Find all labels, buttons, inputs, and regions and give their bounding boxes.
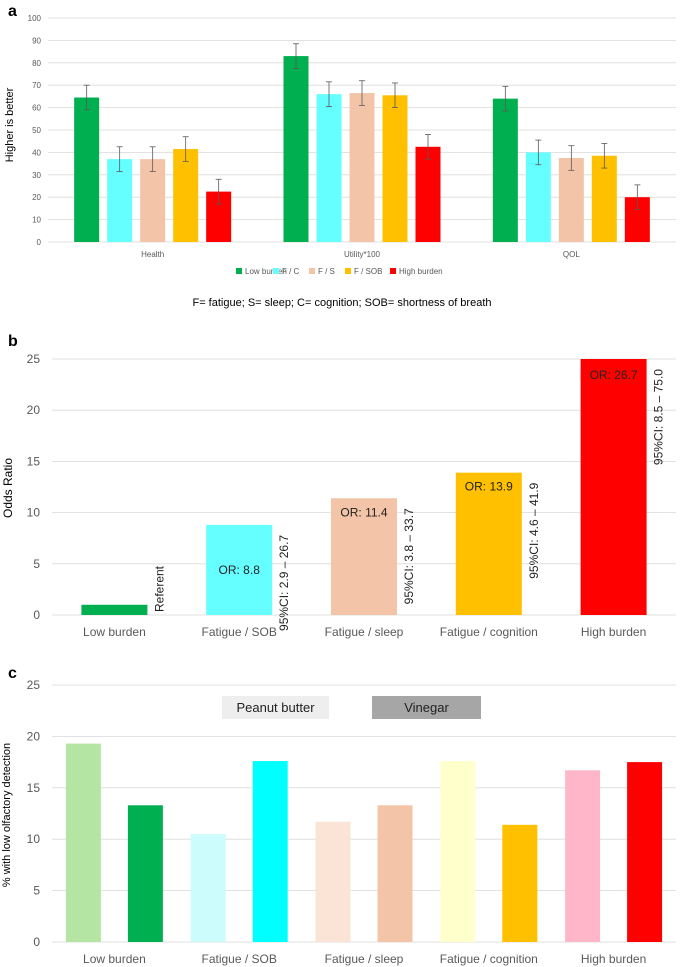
category-label-b: Fatigue / SOB [202,625,277,639]
legend-label-a: F / SOB [354,267,382,276]
bar-a [107,159,133,242]
bar-a [283,56,309,242]
category-label-c: High burden [581,952,646,966]
category-label-c: Fatigue / sleep [325,952,404,966]
bar-a [492,98,518,242]
ytick-label-a: 70 [32,81,41,90]
bar-c [127,805,163,942]
ytick-label-b: 15 [27,454,41,468]
category-label-c: Fatigue / cognition [440,952,538,966]
legend-label-a: High burden [399,267,443,276]
bar-label-b: OR: 26.7 [590,368,638,382]
category-label-c: Low burden [83,952,146,966]
legend-label-c: Vinegar [404,700,449,715]
ylabel-b: Odds Ratio [1,458,15,518]
ytick-label-b: 10 [27,506,41,520]
ytick-label-c: 15 [27,781,41,795]
ytick-label-c: 0 [33,935,40,949]
ci-label-b: 95%CI: 3.8 – 33.7 [402,508,416,604]
bar-a [558,158,584,242]
category-label-b: Fatigue / sleep [325,625,404,639]
category-label-a: Health [141,250,164,259]
ytick-label-a: 20 [32,193,41,202]
panel-b: 0 5 10 15 20 25 Referent Low burden OR: 8.8 95%CI… [27,352,676,639]
ci-label-b: 95%CI: 8.5 – 75.0 [652,369,666,465]
bar-a [591,155,617,242]
legend-label-a: F / C [282,267,300,276]
bar-a [415,146,441,242]
ylabel-a: Higher is better [4,87,16,162]
ci-label-b: 95%CI: 4.6 – 41.9 [527,482,541,578]
ci-label-b: Referent [152,565,166,612]
ytick-label-b: 20 [27,403,41,417]
legend-box-c [372,696,481,719]
legend-label-a: Low burden [245,267,287,276]
panel-c: 0 5 10 15 20 25 Low burden Fatigue / SOB Fatigue… [27,678,676,966]
ytick-label-b: 0 [33,608,40,622]
bar-c [440,761,476,942]
bar-label-b: OR: 11.4 [340,505,387,519]
ytick-label-a: 30 [32,171,41,180]
bar-b [331,498,397,615]
ytick-label-a: 40 [32,148,41,157]
category-label-b: Fatigue / cognition [440,625,538,639]
bar-a [74,97,100,243]
bar-b [455,472,522,615]
ytick-label-a: 100 [28,14,42,23]
bar-c [627,762,663,942]
ytick-label-c: 10 [27,832,41,846]
category-label-c: Fatigue / SOB [202,952,277,966]
legend-box-c [222,696,329,719]
bar-c [65,743,101,942]
legend-swatch-a [273,268,279,274]
bar-c [565,770,601,942]
ytick-label-a: 80 [32,59,41,68]
bar-b [81,604,148,615]
legend-label-a: F / S [318,267,335,276]
bar-label-b: OR: 8.8 [219,563,261,577]
category-label-b: Low burden [83,625,146,639]
ytick-label-c: 5 [33,884,40,898]
footnote: F= fatigue; S= sleep; C= cognition; SOB=… [192,297,491,309]
ytick-label-b: 5 [33,557,40,571]
legend-swatch-a [236,268,242,274]
panel-letter-b: b [8,333,18,350]
ytick-label-c: 20 [27,729,41,743]
panel-letter-c: c [8,665,17,682]
legend-label-c: Peanut butter [236,700,315,715]
bar-c [502,824,538,942]
category-label-b: High burden [581,625,646,639]
panel-a: 0 10 20 30 40 50 60 70 80 90 100 Health Utility*100 Q… [28,14,676,276]
legend-swatch-a [309,268,315,274]
bar-a [382,95,408,242]
legend-swatch-a [390,268,396,274]
ytick-label-a: 10 [32,216,41,225]
bar-a [173,149,199,242]
bar-label-b: OR: 13.9 [465,480,513,494]
bar-a [140,159,166,242]
bar-c [190,834,226,942]
ytick-label-c: 25 [27,678,41,692]
ci-label-b: 95%CI: 2.9 – 26.7 [277,535,291,631]
bar-c [377,805,413,942]
bar-b [580,359,647,615]
ytick-label-a: 90 [32,36,41,45]
bar-c [315,821,351,942]
bar-c [252,761,288,942]
bar-b [206,524,273,615]
ytick-label-b: 25 [27,352,41,366]
bar-a [349,93,375,242]
bar-a [316,94,342,242]
ytick-label-a: 50 [32,126,41,135]
bar-a [525,152,551,242]
ytick-label-a: 0 [37,238,42,247]
legend-swatch-a [345,268,351,274]
panel-letter-a: a [8,3,17,20]
ytick-label-a: 60 [32,104,41,113]
category-label-a: Utility*100 [344,250,381,259]
category-label-a: QOL [563,250,580,259]
ylabel-c: % with low olfactory detection [1,743,13,887]
